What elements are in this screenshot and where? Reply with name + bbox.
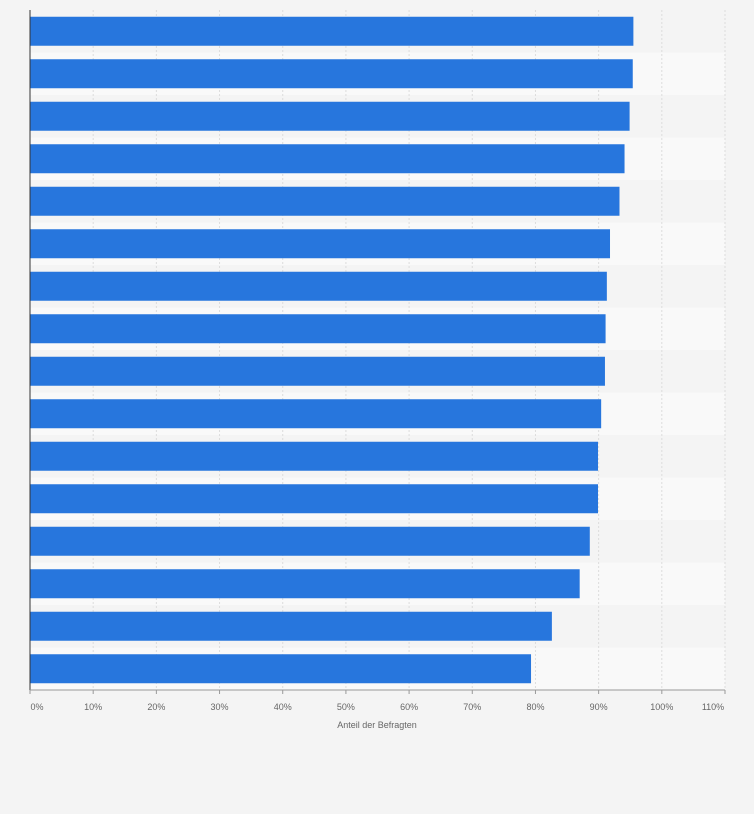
bar[interactable] bbox=[30, 611, 552, 641]
x-tick-label: 0% bbox=[30, 702, 43, 712]
x-tick-label: 30% bbox=[211, 702, 229, 712]
x-axis-ticks: 0% 10% 20% 30% 40% 50% 60% 70% 80% 90% 100% 110% bbox=[29, 690, 726, 712]
bar[interactable] bbox=[30, 399, 602, 429]
bar[interactable] bbox=[30, 484, 599, 514]
x-axis-label: Anteil der Befragten bbox=[337, 720, 417, 730]
x-tick-label: 40% bbox=[274, 702, 292, 712]
bar[interactable] bbox=[30, 16, 634, 46]
bar[interactable] bbox=[30, 526, 590, 556]
x-tick-label: 50% bbox=[337, 702, 355, 712]
x-tick-label: 90% bbox=[590, 702, 608, 712]
bar[interactable] bbox=[30, 271, 607, 301]
x-tick-label: 110% bbox=[702, 702, 724, 712]
x-tick-label: 70% bbox=[463, 702, 481, 712]
x-tick-label: 80% bbox=[526, 702, 544, 712]
x-tick-label: 10% bbox=[84, 702, 102, 712]
bar[interactable] bbox=[30, 441, 599, 471]
bar[interactable] bbox=[30, 101, 630, 131]
axes bbox=[29, 10, 725, 691]
x-tick-label: 60% bbox=[400, 702, 418, 712]
bar[interactable] bbox=[30, 569, 580, 599]
bar[interactable] bbox=[30, 59, 633, 89]
bar[interactable] bbox=[30, 186, 620, 216]
bar[interactable] bbox=[30, 229, 611, 259]
bar[interactable] bbox=[30, 144, 625, 174]
x-tick-label: 100% bbox=[650, 702, 673, 712]
bar[interactable] bbox=[30, 356, 605, 386]
bar[interactable] bbox=[30, 314, 606, 344]
x-tick-label: 20% bbox=[147, 702, 165, 712]
bars bbox=[30, 16, 634, 684]
bar[interactable] bbox=[30, 654, 532, 684]
